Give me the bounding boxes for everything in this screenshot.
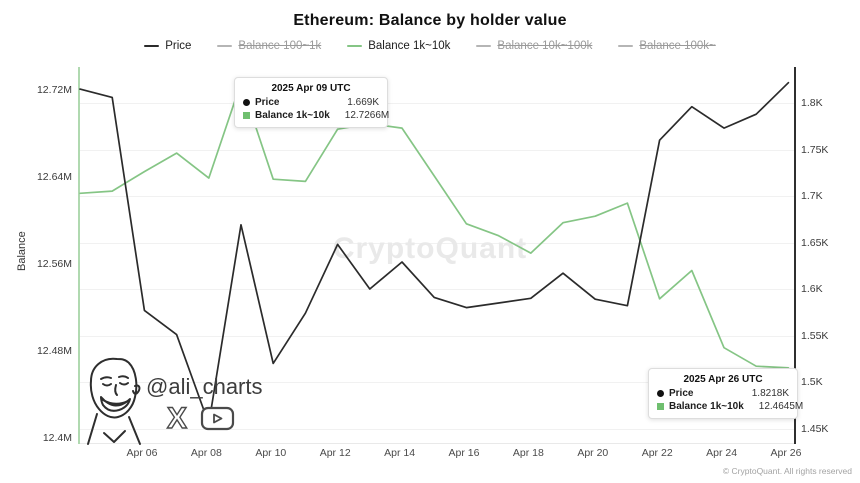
left-axis-tick-label: 12.48M [36,345,72,357]
x-axis-tick-label: Apr 18 [512,447,544,459]
svg-text:X: X [167,402,187,433]
left-axis-spine [78,67,80,444]
tooltip-price-value: 1.669K [347,97,379,108]
x-axis-tick-label: Apr 26 [770,447,802,459]
tooltip-apr-26: 2025 Apr 26 UTC Price 1.8218K Balance 1k… [648,368,803,419]
tooltip-row-price: Price 1.669K [243,97,379,108]
right-axis-tick-label: 1.8K [801,97,823,109]
tooltip-balance-value: 12.7266M [344,110,390,121]
legend-dash-icon [476,45,492,47]
x-axis-tick-label: Apr 06 [126,447,158,459]
price-dot-icon [657,390,664,397]
x-axis-baseline [80,443,795,444]
grid-line [80,428,794,430]
x-axis-tick-label: Apr 16 [448,447,480,459]
x-axis-tick-label: Apr 10 [255,447,287,459]
right-axis-tick-label: 1.7K [801,190,823,202]
x-axis-tick-label: Apr 12 [319,447,351,459]
legend-item-balance-100-1k[interactable]: Balance 100~1k [217,40,321,52]
legend-item-label: Price [165,40,192,52]
tooltip-price-value: 1.8218K [751,388,789,399]
legend-item-balance-100k-[interactable]: Balance 100k~ [618,40,716,52]
x-axis-tick-label: Apr 24 [706,447,738,459]
right-axis-tick-label: 1.75K [801,143,829,156]
right-axis-spine [794,67,796,444]
balance-square-icon [243,112,250,119]
balance-line-series [79,81,790,369]
x-axis-tick-label: Apr 14 [384,447,416,459]
legend-item-price[interactable]: Price [144,40,191,52]
price-dot-icon [243,99,250,106]
author-handle[interactable]: @ali_charts [146,374,263,399]
right-axis-tick-label: 1.65K [801,236,829,249]
right-axis-tick-label: 1.5K [801,376,823,388]
chart-title: Ethereum: Balance by holder value [293,12,567,29]
tooltip-row-balance: Balance 1k~10k 12.7266M [243,110,389,121]
legend-item-label: Balance 10k~100k [497,40,593,52]
legend-dash-icon [217,45,233,47]
tooltip-date: 2025 Apr 09 UTC [271,83,351,94]
legend-item-label: Balance 100k~ [639,40,716,52]
tooltip-balance-label: Balance 1k~10k [669,401,744,412]
right-axis-tick-label: 1.45K [801,422,829,435]
price-line-series [79,81,790,425]
legend-item-balance-10k-100k[interactable]: Balance 10k~100k [476,40,592,52]
tooltip-price-label: Price [669,388,694,399]
right-axis-tick-label: 1.6K [801,283,823,295]
left-axis-title: Balance [16,231,28,271]
grid-line [80,289,794,290]
x-twitter-icon[interactable]: X [163,401,197,433]
tooltip-price-label: Price [255,97,280,108]
grid-line [80,196,794,197]
watermark: CryptoQuant [332,232,528,265]
tooltip-row-price: Price 1.8218K [657,388,789,399]
left-axis-tick-label: 12.72M [36,84,72,96]
youtube-icon[interactable] [200,406,237,432]
legend-dash-icon [347,45,363,47]
x-axis-tick-label: Apr 08 [190,447,222,459]
legend-item-label: Balance 100~1k [238,40,322,52]
tooltip-balance-label: Balance 1k~10k [255,110,330,121]
tooltip-apr-09: 2025 Apr 09 UTC Price 1.669K Balance 1k~… [234,77,389,128]
balance-square-icon [657,403,664,410]
author-face-sketch [87,357,141,445]
left-axis-tick-label: 12.56M [36,258,72,270]
grid-line [80,382,794,383]
legend-item-label: Balance 1k~10k [368,40,451,52]
grid-line [80,242,794,244]
tooltip-balance-value: 12.4645M [758,401,804,412]
grid-line [80,335,794,337]
x-axis-tick-label: Apr 22 [641,447,673,459]
legend-dash-icon [144,45,160,47]
left-axis-tick-label: 12.4M [42,432,72,444]
legend-dash-icon [618,45,634,47]
grid-line [80,103,794,104]
x-axis-tick-label: Apr 20 [577,447,609,459]
left-axis-tick-label: 12.64M [36,171,72,183]
tooltip-row-balance: Balance 1k~10k 12.4645M [657,401,803,412]
copyright-notice: © CryptoQuant. All rights reserved [722,466,852,476]
legend-item-balance-1k-10k[interactable]: Balance 1k~10k [347,40,450,52]
grid-line [80,149,794,151]
right-axis-tick-label: 1.55K [801,329,829,342]
legend: Price Balance 100~1k Balance 1k~10k Balance… [0,40,860,52]
tooltip-date: 2025 Apr 26 UTC [683,374,763,385]
